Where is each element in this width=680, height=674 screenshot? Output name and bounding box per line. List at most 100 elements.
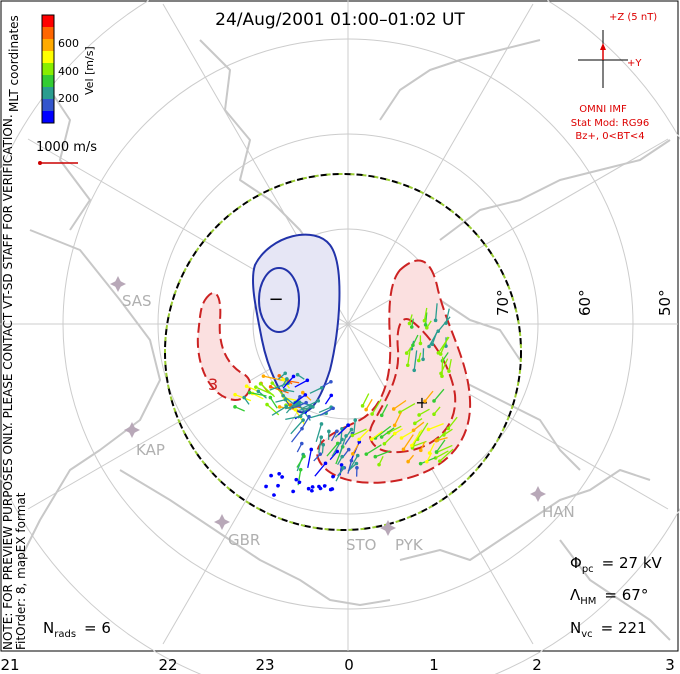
station-label-pyk: PYK	[395, 536, 424, 554]
mlt-label-0: 0	[344, 656, 354, 674]
velocity-colorbar	[42, 15, 54, 124]
negative-cell-inner	[258, 267, 300, 333]
velocity-vector	[423, 307, 428, 321]
colorbar-segment	[42, 111, 54, 124]
coastlines	[19, 39, 671, 641]
velocity-vector-origin	[373, 454, 378, 459]
velocity-vector	[434, 303, 438, 321]
velocity-vector	[290, 419, 304, 435]
velocity-vector	[439, 448, 454, 462]
velocity-vector-origin	[432, 399, 436, 403]
velocity-vector-origin	[297, 400, 302, 405]
velocity-vector	[437, 316, 451, 332]
velocity-vector-origin	[319, 385, 324, 390]
imf-model: Stat Mod: RG96	[571, 118, 650, 129]
velocity-vector-origin	[382, 441, 387, 446]
velocity-vector	[331, 439, 343, 457]
velocity-vector-origin	[392, 423, 397, 428]
velocity-vector-origin	[244, 384, 249, 389]
velocity-vector	[413, 350, 418, 371]
velocity-vector-origin	[258, 381, 263, 386]
velocity-vector-origin	[295, 372, 300, 377]
velocity-vector-origin	[340, 454, 344, 459]
velocity-vector-origin	[297, 480, 302, 485]
velocity-vector-origin	[334, 429, 339, 434]
imf-source: OMNI IMF	[579, 104, 627, 115]
velocity-vector	[297, 405, 311, 419]
station-labels: SAS KAP GBR STO PYK HAN	[122, 292, 575, 554]
stations	[110, 276, 546, 536]
velocity-vector	[361, 393, 370, 407]
mlt-label-3: 3	[665, 656, 675, 674]
velocity-vector-origin	[442, 433, 446, 437]
colorbar-segment	[42, 75, 54, 88]
velocity-vector-origin	[268, 395, 273, 400]
velocity-vector	[428, 422, 444, 431]
colorbar-tick-600: 600	[58, 37, 79, 50]
velocity-vector	[365, 444, 382, 455]
station-han	[530, 486, 546, 502]
velocity-vector	[428, 331, 438, 347]
imf-condition: Bz+, 0<BT<4	[575, 131, 644, 142]
positive-cell	[316, 259, 472, 484]
velocity-vector	[394, 411, 402, 426]
velocity-vector-origin	[310, 485, 315, 489]
colorbar-segment	[42, 99, 54, 112]
velocity-vector	[339, 435, 347, 454]
velocity-vector	[315, 423, 323, 442]
fit-order-note: FitOrder: 8, mapEX format	[14, 492, 28, 650]
velocity-vector-origin	[316, 399, 321, 403]
velocity-vector-origin	[440, 374, 444, 378]
velocity-vector-origin	[407, 321, 412, 326]
velocity-vector-origin	[323, 461, 328, 466]
velocity-vector	[436, 444, 453, 453]
velocity-vector	[318, 406, 332, 414]
velocity-vector-origin	[285, 377, 289, 381]
velocity-vector	[269, 382, 289, 391]
velocity-vector-origin	[261, 374, 266, 378]
velocity-vector	[375, 425, 392, 439]
dusk-cell	[196, 292, 252, 402]
velocity-vector-origin	[424, 325, 429, 330]
velocity-vector-origin	[416, 358, 421, 363]
velocity-vector-origin	[370, 437, 374, 441]
velocity-vector-origin	[310, 489, 314, 493]
velocity-vector-origin	[377, 462, 381, 467]
velocity-vector-origin	[331, 406, 335, 411]
velocity-vector-origin	[304, 400, 308, 405]
velocity-vector	[407, 348, 411, 366]
velocity-vector-origin	[425, 459, 429, 464]
velocity-vector	[282, 376, 295, 389]
velocity-vector	[413, 421, 425, 431]
velocity-vector-origin	[329, 379, 333, 384]
velocity-vector	[418, 408, 430, 416]
velocity-vector-origin	[360, 404, 365, 408]
velocity-vector-origin	[277, 471, 281, 476]
velocity-vector-origin	[379, 413, 384, 418]
velocity-vector-origin	[233, 392, 237, 397]
velocity-vector-origin	[434, 438, 439, 443]
velocity-vector-origin	[291, 374, 296, 379]
velocity-vector	[337, 424, 349, 436]
velocity-vector-origin	[364, 452, 369, 456]
velocity-vector-origin	[422, 318, 427, 323]
station-label-gbr: GBR	[228, 531, 260, 549]
velocity-vector-origin	[411, 343, 415, 348]
stat-phi-pc: Φpc = 27 kV	[570, 554, 663, 575]
map-title: 24/Aug/2001 01:00–01:02 UT	[215, 10, 465, 30]
velocity-vector	[393, 399, 407, 410]
velocity-vector-origin	[276, 483, 280, 488]
velocity-vector-origin	[353, 418, 358, 422]
velocity-vector-origin	[349, 458, 354, 463]
colorbar-label: Vel [m/s]	[83, 46, 96, 95]
velocity-vector	[314, 462, 326, 477]
velocity-vector	[375, 450, 391, 458]
velocity-vector	[271, 405, 287, 416]
velocity-vector-origin	[293, 407, 298, 412]
hm-boundary-overlay	[164, 173, 522, 531]
velocity-vector-origin	[269, 473, 273, 478]
velocity-vector-origin	[339, 463, 344, 467]
mlt-label-23: 23	[255, 656, 274, 674]
